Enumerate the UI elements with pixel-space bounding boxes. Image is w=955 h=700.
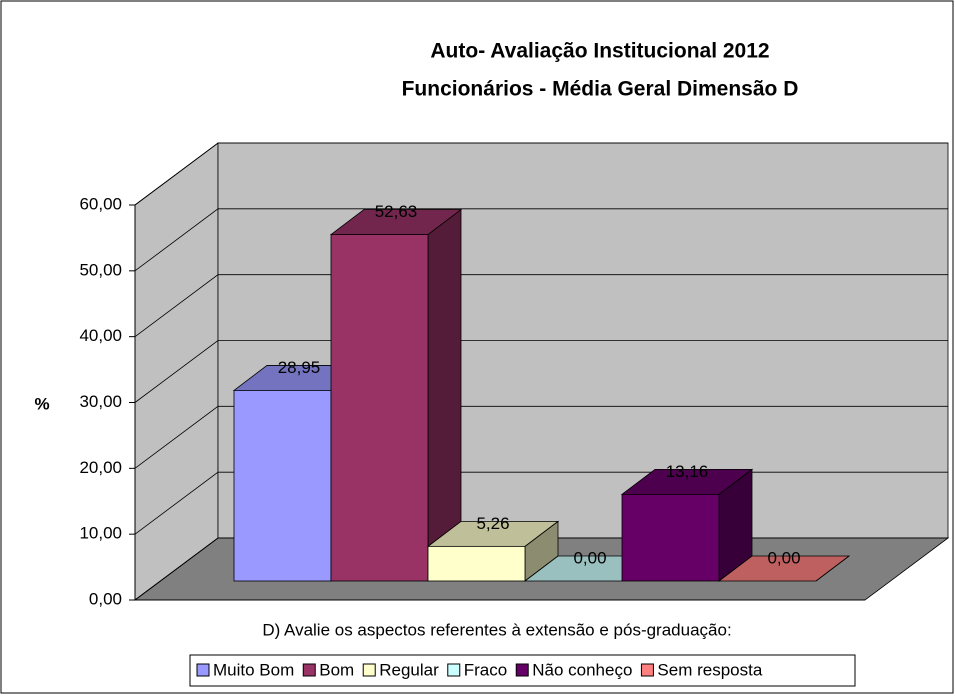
legend-swatch (362, 663, 376, 677)
legend-label: Muito Bom (213, 660, 294, 679)
y-tick-label: 30,00 (79, 392, 122, 411)
legend-label: Sem resposta (657, 660, 762, 679)
legend-label: Regular (379, 660, 439, 679)
grid-line (134, 405, 948, 469)
grid-line (134, 274, 948, 337)
y-axis-label: % (34, 394, 49, 413)
bar-top (717, 555, 851, 582)
legend-swatch (302, 663, 316, 677)
grid-line (134, 340, 948, 403)
value-label: 0,00 (573, 548, 606, 567)
y-tick-label: 60,00 (79, 194, 122, 213)
chart-subtitle: Funcionários - Média Geral Dimensão D (402, 78, 799, 101)
bar (427, 545, 526, 582)
legend-label: Fraco (464, 660, 507, 679)
value-label: 0,00 (767, 548, 800, 567)
legend-swatch (447, 663, 461, 677)
y-tick-label: 50,00 (79, 260, 122, 279)
bar (233, 390, 332, 582)
y-tick-label: 20,00 (79, 458, 122, 477)
grid-line (134, 208, 948, 272)
y-tick-label: 0,00 (89, 589, 122, 608)
y-tick-label: 10,00 (79, 524, 122, 543)
legend-label: Não conheço (532, 660, 632, 679)
value-label: 52,63 (375, 202, 418, 221)
x-axis-category: D) Avalie os aspectos referentes à exten… (262, 620, 731, 639)
bar (621, 493, 720, 582)
value-label: 28,95 (278, 358, 321, 377)
legend-swatch (515, 663, 529, 677)
legend-swatch (196, 663, 210, 677)
value-label: 13,16 (666, 462, 709, 481)
value-label: 5,26 (476, 514, 509, 533)
legend-label: Bom (319, 660, 354, 679)
chart-title: Auto- Avaliação Institucional 2012 (430, 40, 769, 63)
grid-line (134, 142, 948, 206)
legend-swatch (640, 663, 654, 677)
y-tick-label: 40,00 (79, 326, 122, 345)
bar (330, 234, 429, 582)
